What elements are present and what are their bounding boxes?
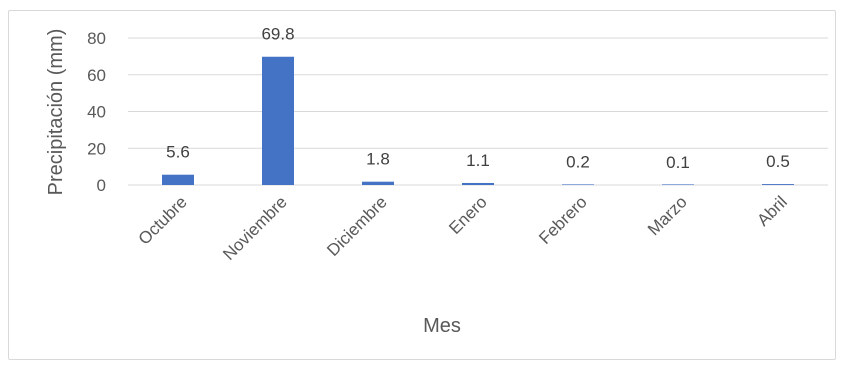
- data-label-abril: 0.5: [766, 152, 790, 171]
- y-tick-label: 60: [87, 66, 106, 85]
- bar-octubre: [162, 174, 194, 185]
- bar-noviembre: [262, 56, 294, 186]
- bar-diciembre: [362, 181, 394, 185]
- y-axis-title: Precipitación (mm): [45, 29, 67, 196]
- x-tick-label-febrero: Febrero: [535, 192, 591, 248]
- y-tick-label: 40: [87, 103, 106, 122]
- x-tick-label-abril: Abril: [753, 192, 790, 229]
- data-label-febrero: 0.2: [566, 153, 590, 172]
- x-tick-label-diciembre: Diciembre: [323, 192, 391, 260]
- x-axis-ticks: Octubre Noviembre Diciembre Enero Febrero Mar…: [135, 192, 791, 264]
- data-label-enero: 1.1: [466, 151, 490, 170]
- y-tick-label: 20: [87, 139, 106, 158]
- data-labels: 5.6 69.8 1.8 1.1 0.2 0.1 0.5: [166, 25, 790, 172]
- x-tick-label-octubre: Octubre: [135, 192, 191, 248]
- x-tick-label-enero: Enero: [445, 192, 491, 238]
- y-axis-ticks: 0 20 40 60 80: [87, 29, 106, 195]
- x-tick-label-marzo: Marzo: [644, 192, 691, 239]
- data-label-diciembre: 1.8: [366, 150, 390, 169]
- x-tick-label-noviembre: Noviembre: [219, 192, 291, 264]
- gridlines: [128, 37, 828, 186]
- data-label-noviembre: 69.8: [261, 25, 294, 44]
- bar-marzo: [662, 184, 694, 185]
- y-tick-label: 0: [97, 176, 106, 195]
- bars: [162, 56, 794, 186]
- bar-abril: [762, 184, 794, 185]
- bar-enero: [462, 182, 494, 185]
- data-label-octubre: 5.6: [166, 143, 190, 162]
- data-label-marzo: 0.1: [666, 153, 690, 172]
- bar-febrero: [562, 184, 594, 185]
- y-tick-label: 80: [87, 29, 106, 48]
- x-axis-title: Mes: [423, 315, 461, 337]
